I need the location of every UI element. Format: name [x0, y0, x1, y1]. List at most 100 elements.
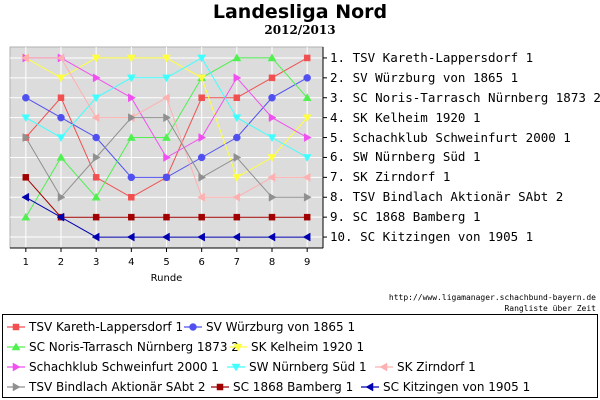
data-point — [22, 93, 30, 102]
data-point — [12, 362, 21, 372]
data-point — [197, 153, 206, 162]
data-point — [128, 194, 135, 201]
data-point — [91, 94, 101, 103]
data-point — [128, 113, 136, 123]
legend-swatch — [7, 362, 25, 372]
chart-subtitle: 2012/2013 — [264, 23, 336, 37]
x-tick-label: 3 — [93, 257, 99, 268]
data-point — [232, 174, 242, 182]
data-point — [233, 153, 242, 162]
legend-swatch — [375, 362, 393, 372]
data-point — [232, 114, 242, 123]
legend-swatch — [211, 383, 229, 391]
data-point — [92, 174, 100, 181]
data-point — [162, 54, 171, 63]
data-point — [21, 192, 30, 202]
data-point — [268, 93, 276, 102]
data-point — [303, 74, 311, 82]
data-point — [233, 343, 243, 352]
ranking-item: 1. TSV Kareth-Lappersdorf 1 — [330, 49, 534, 65]
data-point — [233, 73, 242, 83]
line-chart: 1 2 3 4 5 6 7 8 9 Runde — [9, 46, 327, 284]
data-point — [163, 213, 170, 221]
ranking-item: 7. SK Zirndorf 1 — [330, 169, 451, 185]
data-point — [128, 213, 135, 221]
data-point — [92, 73, 101, 83]
legend-entry: SC Noris-Tarrasch Nürnberg 1873 2 — [7, 337, 239, 357]
data-point — [267, 53, 277, 62]
legend-entry: SC 1868 Bamberg 1 — [211, 377, 353, 397]
data-point — [197, 192, 205, 202]
legend-entry: SW Nürnberg Süd 1 — [227, 357, 367, 377]
data-point — [379, 362, 388, 372]
data-point — [126, 133, 136, 141]
data-point — [57, 94, 65, 101]
data-point — [56, 134, 66, 143]
data-point — [267, 154, 277, 162]
data-point — [302, 114, 312, 123]
data-point — [57, 113, 65, 122]
ranking-item: 10. SC Kitzingen von 1905 1 — [330, 229, 534, 245]
data-point — [92, 213, 100, 221]
legend-label: SC 1868 Bamberg 1 — [233, 380, 354, 394]
legend-label: SC Noris-Tarrasch Nürnberg 1873 2 — [29, 340, 239, 354]
legend-label: SV Würzburg von 1865 1 — [206, 320, 356, 334]
ranking-item: 2. SV Würzburg von 1865 1 — [330, 69, 519, 85]
data-point — [57, 192, 66, 202]
x-tick-label: 2 — [58, 257, 64, 268]
data-point — [162, 133, 171, 141]
source-url: http://www.ligamanager.schachbund-bayern… — [388, 293, 596, 302]
data-point — [128, 93, 136, 103]
legend-swatch — [227, 363, 245, 372]
data-point — [56, 74, 66, 83]
legend-label: TSV Kareth-Lappersdorf 1 — [29, 320, 184, 334]
legend-swatch — [184, 323, 202, 331]
legend-entry: TSV Kareth-Lappersdorf 1 — [7, 317, 183, 337]
data-point — [302, 93, 312, 101]
legend-swatch — [7, 342, 25, 351]
data-point — [232, 192, 241, 202]
legend-entry: Schachklub Schweinfurt 2000 1 — [7, 357, 219, 377]
x-tick-label: 5 — [163, 257, 169, 268]
data-point — [162, 173, 171, 182]
data-point — [303, 133, 312, 142]
series-3 — [21, 53, 312, 221]
data-point — [56, 212, 65, 222]
chart-caption: Rangliste über Zeit — [504, 304, 596, 313]
data-point — [21, 114, 31, 123]
data-point — [302, 232, 311, 242]
data-point — [22, 174, 30, 181]
data-point — [267, 172, 276, 182]
legend-entry: SC Kitzingen von 1905 1 — [361, 377, 530, 397]
series-4 — [21, 54, 312, 182]
legend-entry: SV Würzburg von 1865 1 — [184, 317, 355, 337]
chart-legend: TSV Kareth-Lappersdorf 1 SV Würzburg von … — [2, 314, 598, 398]
legend-entry: SK Zirndorf 1 — [375, 357, 476, 377]
data-point — [198, 213, 205, 221]
x-tick-label: 9 — [304, 257, 310, 268]
data-point — [303, 213, 311, 221]
data-point — [12, 382, 21, 392]
data-point — [126, 54, 136, 63]
ranking-item: 6. SW Nürnberg Süd 1 — [330, 149, 481, 165]
data-point — [162, 74, 171, 83]
data-point — [233, 213, 241, 221]
data-point — [198, 94, 205, 101]
data-point — [126, 232, 135, 242]
ranking-item: 3. SC Noris-Tarrasch Nürnberg 1873 2 — [330, 89, 600, 105]
data-point — [126, 74, 136, 83]
data-point — [91, 54, 101, 63]
data-point — [21, 212, 31, 221]
ranking-item: 8. TSV Bindlach Aktionär SAbt 2 — [330, 189, 564, 205]
data-point — [91, 192, 101, 201]
legend-label: SK Kelheim 1920 1 — [251, 340, 365, 354]
legend-label: TSV Bindlach Aktionär SAbt 2 — [29, 380, 206, 394]
legend-label: SW Nürnberg Süd 1 — [249, 360, 367, 374]
data-point — [198, 172, 207, 182]
ranking-item: 4. SK Kelheim 1920 1 — [330, 109, 481, 125]
x-axis-label: Runde — [151, 273, 183, 284]
data-point — [198, 133, 207, 142]
data-point — [303, 54, 311, 62]
data-point — [92, 133, 100, 142]
legend-entry: SK Kelheim 1920 1 — [229, 337, 364, 357]
